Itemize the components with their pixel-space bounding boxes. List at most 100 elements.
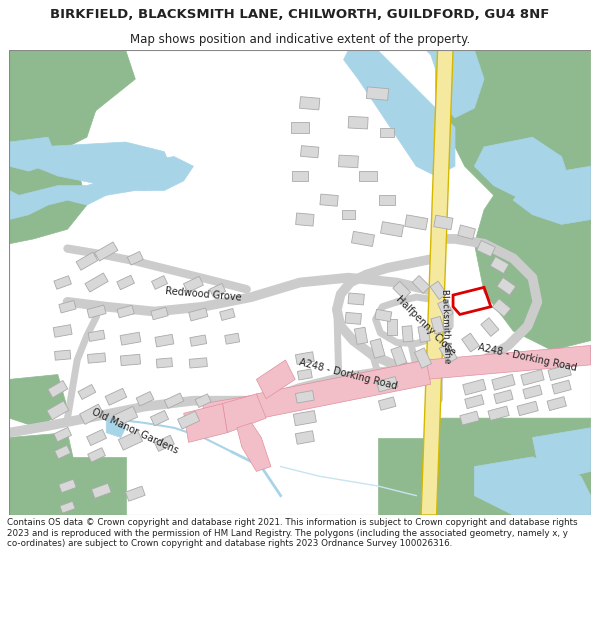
Polygon shape [256, 360, 295, 399]
Polygon shape [421, 50, 453, 515]
Polygon shape [367, 87, 389, 101]
Polygon shape [547, 397, 566, 411]
Polygon shape [184, 276, 203, 292]
Text: Halfpenny Close: Halfpenny Close [394, 294, 458, 358]
Polygon shape [10, 156, 193, 219]
Polygon shape [156, 358, 172, 368]
Polygon shape [497, 278, 516, 295]
Polygon shape [492, 374, 515, 390]
Polygon shape [475, 457, 590, 515]
Polygon shape [488, 406, 509, 421]
Polygon shape [405, 215, 428, 230]
Polygon shape [209, 283, 226, 297]
Polygon shape [225, 333, 239, 344]
Polygon shape [338, 155, 358, 168]
Polygon shape [85, 273, 108, 292]
Polygon shape [426, 50, 484, 118]
Polygon shape [55, 445, 71, 459]
Polygon shape [48, 381, 68, 398]
Polygon shape [10, 374, 67, 428]
Polygon shape [348, 116, 368, 129]
Polygon shape [10, 108, 87, 244]
Polygon shape [53, 324, 72, 338]
Polygon shape [430, 281, 447, 299]
Polygon shape [78, 384, 96, 399]
Polygon shape [190, 335, 206, 346]
Text: Blacksmith Lane: Blacksmith Lane [440, 289, 451, 364]
Polygon shape [296, 213, 314, 226]
Polygon shape [92, 483, 111, 498]
Text: Contains OS data © Crown copyright and database right 2021. This information is : Contains OS data © Crown copyright and d… [7, 518, 578, 548]
Polygon shape [154, 435, 175, 451]
Polygon shape [113, 406, 138, 426]
Polygon shape [261, 360, 426, 413]
Polygon shape [521, 369, 544, 386]
Polygon shape [352, 231, 374, 246]
Polygon shape [86, 429, 107, 446]
Polygon shape [393, 281, 410, 299]
Polygon shape [106, 413, 125, 437]
Polygon shape [523, 385, 542, 399]
Polygon shape [552, 380, 571, 394]
Polygon shape [436, 418, 590, 457]
Polygon shape [121, 354, 140, 366]
Polygon shape [10, 50, 97, 166]
Polygon shape [47, 401, 69, 420]
Polygon shape [377, 438, 590, 515]
Polygon shape [117, 275, 134, 290]
Polygon shape [155, 334, 174, 347]
Polygon shape [237, 423, 271, 471]
Polygon shape [298, 369, 312, 380]
Polygon shape [494, 390, 513, 404]
Polygon shape [88, 353, 106, 363]
Polygon shape [88, 330, 105, 341]
Polygon shape [293, 411, 316, 426]
Polygon shape [301, 146, 319, 158]
Text: A248 - Dorking Road: A248 - Dorking Road [478, 342, 578, 373]
Polygon shape [460, 411, 479, 425]
Polygon shape [461, 333, 479, 352]
Polygon shape [341, 211, 355, 219]
Polygon shape [359, 171, 377, 181]
Polygon shape [203, 394, 261, 423]
Text: Old Manor Gardens: Old Manor Gardens [91, 406, 180, 455]
Polygon shape [379, 397, 396, 410]
Polygon shape [492, 299, 511, 317]
Polygon shape [164, 393, 184, 408]
Polygon shape [80, 404, 104, 424]
Polygon shape [184, 404, 227, 442]
Polygon shape [120, 332, 141, 345]
Polygon shape [291, 122, 309, 133]
Text: Map shows position and indicative extent of the property.: Map shows position and indicative extent… [130, 32, 470, 46]
Polygon shape [292, 171, 308, 181]
Polygon shape [434, 215, 453, 229]
Polygon shape [477, 241, 495, 257]
Polygon shape [412, 276, 430, 293]
Polygon shape [299, 97, 320, 110]
Polygon shape [34, 142, 174, 191]
Polygon shape [439, 343, 457, 363]
Polygon shape [387, 319, 397, 335]
Polygon shape [376, 377, 398, 392]
Polygon shape [151, 411, 169, 426]
Polygon shape [117, 306, 134, 318]
Polygon shape [152, 276, 167, 289]
Polygon shape [60, 501, 75, 513]
Polygon shape [256, 360, 431, 418]
Polygon shape [348, 293, 364, 305]
Polygon shape [295, 431, 314, 444]
Polygon shape [375, 309, 392, 321]
Polygon shape [136, 391, 154, 406]
Polygon shape [295, 391, 314, 403]
Polygon shape [195, 394, 211, 408]
Polygon shape [548, 365, 571, 381]
Polygon shape [118, 431, 143, 450]
Polygon shape [391, 346, 407, 366]
Polygon shape [475, 195, 590, 350]
Polygon shape [76, 252, 98, 270]
Polygon shape [490, 257, 509, 274]
Polygon shape [475, 137, 571, 205]
Polygon shape [481, 318, 499, 336]
Polygon shape [380, 222, 404, 237]
Polygon shape [125, 486, 145, 501]
